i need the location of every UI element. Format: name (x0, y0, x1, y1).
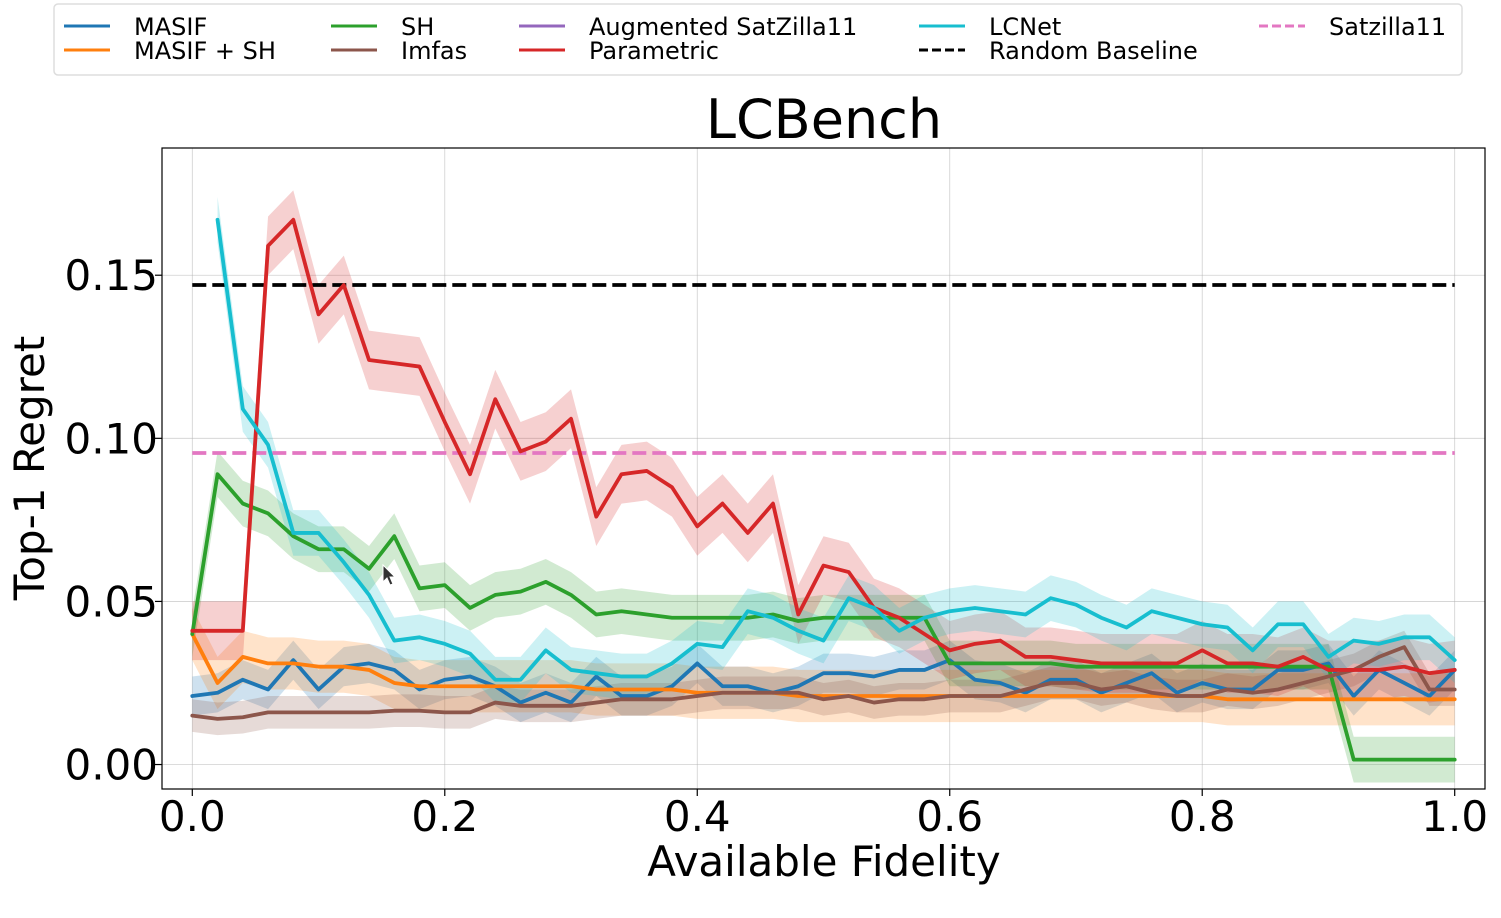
legend-label-lcnet: LCNet (989, 13, 1061, 41)
x-tick-label-5: 1.0 (1421, 792, 1488, 841)
chart-title: LCBench (706, 88, 942, 151)
x-axis: 0.0 0.2 0.4 0.6 0.8 1.0 (159, 789, 1488, 841)
legend-label-random-baseline: Random Baseline (989, 37, 1198, 65)
band-parametric (192, 190, 1455, 703)
series-line-lcnet (215, 217, 1457, 682)
legend-label-masif: MASIF (134, 13, 207, 41)
y-axis: 0.00 0.05 0.10 0.15 (64, 251, 162, 790)
y-tick-label-0: 0.00 (64, 741, 158, 790)
grid (162, 148, 1485, 789)
series-lines (190, 217, 1457, 762)
legend-label-sh: SH (401, 13, 434, 41)
legend-label-satzilla11: Satzilla11 (1329, 13, 1446, 41)
plot-frame (161, 147, 1486, 790)
legend-label-imfas: Imfas (401, 37, 467, 65)
legend-label-augmented-satzilla11: Augmented SatZilla11 (589, 13, 857, 41)
band-lcnet (217, 196, 1455, 703)
series-line-masif-sh (190, 632, 1457, 702)
y-tick-label-2: 0.10 (64, 414, 158, 463)
y-tick-label-1: 0.05 (64, 577, 158, 626)
reference-lines (192, 283, 1455, 455)
y-axis-label: Top-1 Regret (5, 336, 54, 602)
mouse-cursor-icon (382, 563, 397, 586)
series-line-masif (190, 658, 1457, 705)
x-tick-label-1: 0.2 (411, 792, 478, 841)
legend-frame (53, 3, 1463, 76)
series-line-imfas (190, 645, 1457, 721)
series-line-parametric (190, 217, 1457, 676)
y-tick-label-3: 0.15 (64, 251, 158, 300)
x-tick-label-4: 0.8 (1169, 792, 1236, 841)
x-tick-label-3: 0.6 (916, 792, 983, 841)
legend-label-parametric: Parametric (589, 37, 719, 65)
series-line-sh (190, 472, 1457, 762)
x-axis-label: Available Fidelity (647, 837, 1000, 886)
x-tick-label-0: 0.0 (159, 792, 226, 841)
band-masif (192, 640, 1455, 723)
legend-label-masif-sh: MASIF + SH (134, 37, 276, 65)
x-tick-label-2: 0.4 (664, 792, 731, 841)
band-imfas (192, 630, 1455, 736)
plot-area (161, 147, 1486, 790)
